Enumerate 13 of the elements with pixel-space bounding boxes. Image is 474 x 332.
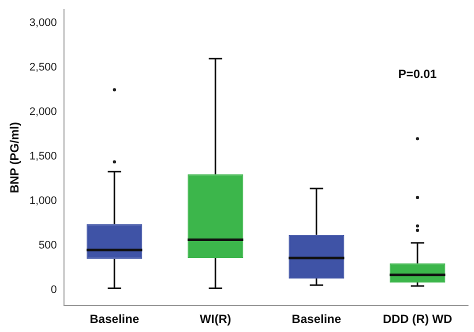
x-tick-label: Baseline	[292, 312, 342, 326]
y-tick-label: 500	[38, 240, 57, 252]
y-tick-label: 2,500	[29, 61, 57, 74]
annotation: P=0.01	[398, 67, 437, 82]
x-tick-label: WI(R)	[200, 312, 232, 326]
y-tick-label: 1,000	[29, 195, 57, 208]
y-axis-title: BNP (PG/ml)	[8, 122, 22, 194]
y-tick-label: 1,500	[29, 150, 57, 163]
x-tick-label: Baseline	[90, 312, 140, 326]
y-tick-label: 2,000	[29, 106, 57, 118]
y-tick-label: 3,000	[29, 16, 57, 29]
y-tick-label: 0	[50, 284, 57, 296]
x-tick-label: DDD (R) WD	[382, 312, 452, 326]
